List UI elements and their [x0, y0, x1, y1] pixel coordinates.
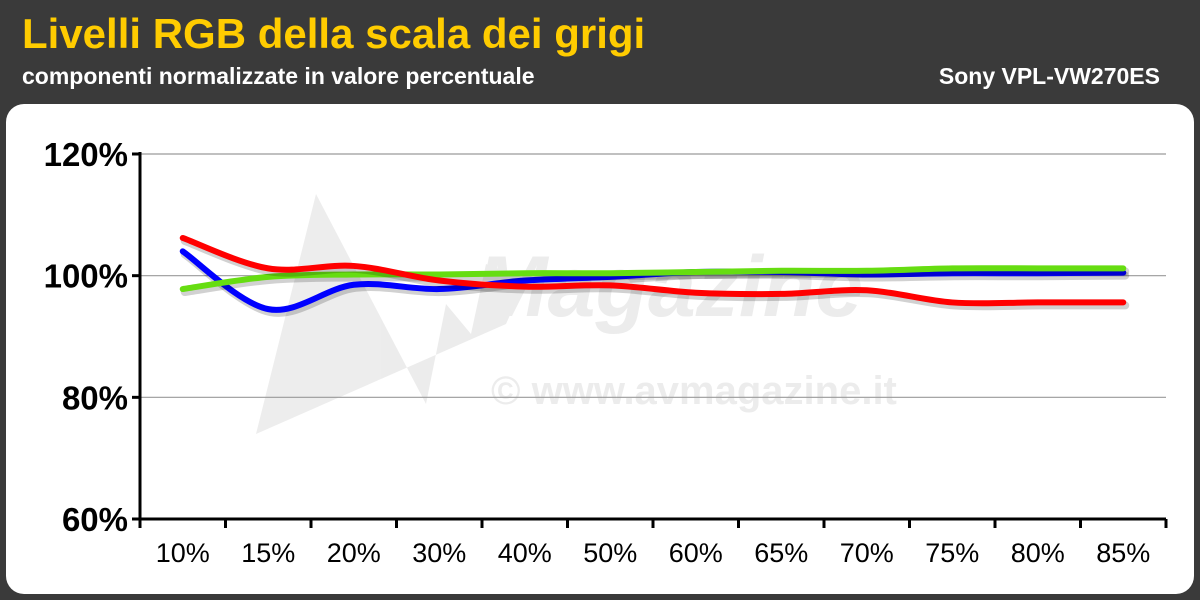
data-point [1036, 271, 1040, 275]
watermark-logo-shape [256, 194, 526, 434]
y-tick-label: 80% [62, 379, 128, 416]
data-point [181, 249, 185, 253]
data-point [437, 279, 441, 283]
data-point [694, 270, 698, 274]
series-line [179, 234, 1127, 307]
data-point [266, 275, 270, 279]
watermark: Magazine © www.avmagazine.it [256, 194, 897, 434]
x-tick-label: 10% [156, 538, 210, 568]
x-tick-label: 20% [327, 538, 381, 568]
x-tick-label: 80% [1011, 538, 1065, 568]
data-point [865, 288, 869, 292]
data-point [779, 292, 783, 296]
data-point [950, 266, 954, 270]
x-tick-label: 30% [412, 538, 466, 568]
x-tick-label: 60% [669, 538, 723, 568]
data-point [352, 264, 356, 268]
chart-panel: Magazine © www.avmagazine.it 60% 80% 100% 1… [6, 104, 1194, 594]
data-point [181, 236, 185, 240]
x-tick-label: 40% [498, 538, 552, 568]
data-point [608, 283, 612, 287]
line-chart: Magazine © www.avmagazine.it 60% 80% 100% 1… [44, 136, 1168, 568]
data-point [608, 271, 612, 275]
data-point [1036, 266, 1040, 270]
x-tick-label: 15% [241, 538, 295, 568]
data-point [266, 266, 270, 270]
y-axis-ticks: 60% 80% 100% 120% [44, 136, 140, 538]
x-tick-label: 85% [1096, 538, 1150, 568]
y-tick-label: 120% [44, 136, 128, 173]
watermark-copyright: © www.avmagazine.it [491, 369, 897, 413]
data-point [1036, 300, 1040, 304]
series-lines [179, 234, 1130, 317]
chart-subtitle: componenti normalizzate in valore percen… [22, 63, 535, 89]
x-tick-label: 75% [925, 538, 979, 568]
series-line [179, 265, 1127, 293]
x-tick-label: 70% [840, 538, 894, 568]
data-point [523, 271, 527, 275]
y-tick-label: 100% [44, 258, 128, 295]
chart-title: Livelli RGB della scala dei grigi [22, 10, 646, 57]
data-point [865, 269, 869, 273]
data-point [437, 287, 441, 291]
data-point [1121, 271, 1125, 275]
data-point [779, 269, 783, 273]
data-point [523, 285, 527, 289]
data-point [437, 272, 441, 276]
x-axis-ticks: 10% 15% 20% 30% 40% 50% 60% 65% 70% 75% 80% 85% [138, 519, 1168, 568]
chart-header: Livelli RGB della scala dei grigi compon… [0, 0, 1200, 100]
projector-model: Sony VPL-VW270ES [938, 63, 1160, 89]
data-point [523, 279, 527, 283]
data-point [950, 271, 954, 275]
data-point [950, 300, 954, 304]
data-point [1121, 266, 1125, 270]
x-tick-label: 50% [583, 538, 637, 568]
data-point [1121, 300, 1125, 304]
data-point [352, 283, 356, 287]
data-point [266, 307, 270, 311]
y-tick-label: 60% [62, 501, 128, 538]
series-line-shadow [180, 267, 1130, 297]
data-point [694, 291, 698, 295]
data-point [181, 287, 185, 291]
x-tick-label: 65% [754, 538, 808, 568]
data-point [352, 272, 356, 276]
